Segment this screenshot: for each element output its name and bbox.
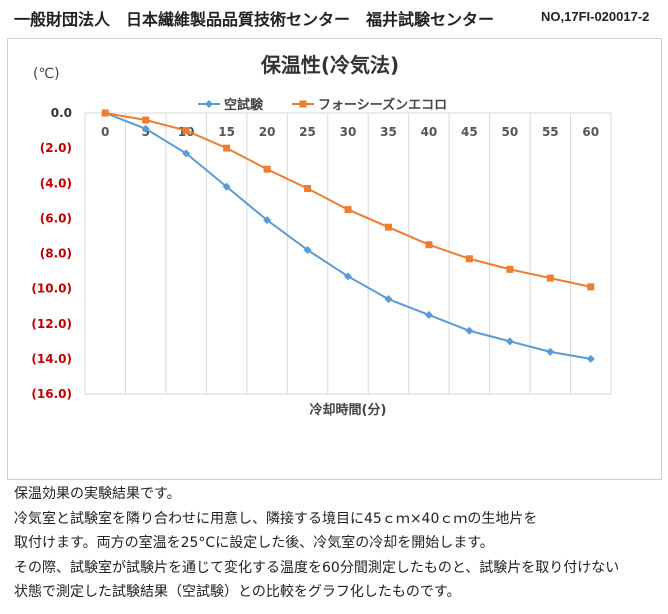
x-tick-label: 40 [421,125,438,139]
y-tick-label: (14.0) [31,352,72,366]
y-tick-label: (6.0) [40,211,72,225]
y-tick-label: (2.0) [40,141,72,155]
x-tick-label: 25 [299,125,316,139]
y-tick-label: (16.0) [31,387,72,401]
data-point [304,185,312,193]
description: 保温効果の実験結果です。 冷気室と試験室を隣り合わせに用意し、隣接する境目に45… [14,482,619,605]
data-point [506,265,514,273]
data-point [344,206,352,214]
data-point [384,295,393,304]
x-tick-label: 35 [380,125,397,139]
data-point [344,272,352,281]
plot-area [84,112,612,395]
chart-frame [7,38,662,480]
y-axis-label: (℃) [33,66,60,82]
header-organization: 一般財団法人 日本繊維製品品質技術センター 福井試験センター [14,10,495,29]
legend-marker [299,100,307,108]
data-point [182,149,191,158]
data-point [101,109,109,117]
data-point [303,245,312,254]
chart-title: 保温性(冷気法) [260,53,399,77]
data-point [223,144,231,152]
data-point [182,127,190,135]
data-point [384,223,392,231]
x-axis-label: 冷却時間(分) [310,402,387,418]
legend-label: 空試験 [224,97,264,113]
document-number: NO,17FI-020017-2 [541,9,650,24]
data-point [425,241,433,249]
legend-label: フォーシーズンエコロ [318,97,447,113]
data-point [424,310,433,319]
x-tick-label: 45 [461,125,478,139]
y-tick-label: 0.0 [51,106,72,120]
x-tick-label: 50 [501,125,518,139]
x-tick-label: 30 [340,125,357,139]
x-tick-label: 60 [582,125,599,139]
data-point [587,283,595,291]
series-line [105,112,591,288]
x-tick-label: 0 [101,125,109,139]
data-point [465,255,473,263]
y-tick-label: (12.0) [31,317,72,331]
y-tick-label: (4.0) [40,176,72,190]
x-tick-label: 15 [218,125,235,139]
data-point [505,337,514,346]
x-tick-label: 20 [259,125,276,139]
data-point [546,347,555,356]
x-tick-label: 55 [542,125,559,139]
data-point [465,326,474,335]
data-point [142,116,150,124]
data-point [586,354,595,363]
data-point [546,274,554,282]
data-point [263,216,272,225]
description-line: 保温効果の実験結果です。 [14,486,181,502]
description-line: 状態で測定した試験結果（空試験）との比較をグラフ化したものです。 [14,584,461,600]
description-line: その際、試験室が試験片を通じて変化する温度を60分間測定したものと、試験片を取り… [14,559,620,576]
y-tick-label: (10.0) [31,282,72,296]
data-point [263,165,271,173]
data-point [222,182,231,191]
description-line: 取付けます。両方の室温を25°Cに設定した後、冷気室の冷却を開始します。 [14,535,494,551]
data-point [141,124,150,133]
series-line [104,112,591,360]
legend-marker [205,100,213,108]
y-tick-label: (8.0) [40,247,72,261]
description-line: 冷気室と試験室を隣り合わせに用意し、隣接する境目に45ｃｍ×40ｃｍの生地片を [14,510,538,527]
legend: 空試験 フォーシーズンエコロ [198,97,447,113]
